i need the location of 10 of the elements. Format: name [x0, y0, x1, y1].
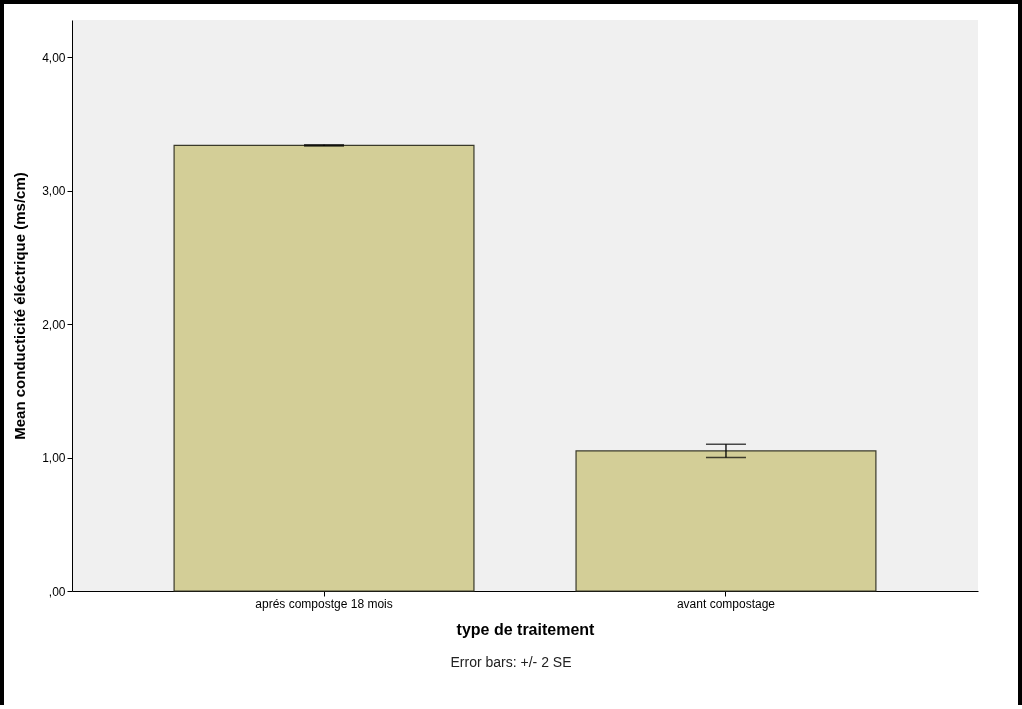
x-axis-title: type de traitement	[456, 620, 596, 638]
y-tick-label: 3,00	[42, 184, 66, 199]
y-tick-label: ,00	[48, 584, 66, 599]
y-axis-title: Mean conducticité éléctrique (ms/cm)	[11, 172, 29, 440]
x-tick-label: avant compostage	[676, 596, 776, 611]
text: Error bars: +/- 2 SE	[449, 654, 573, 670]
y-tick-label: 1,00	[42, 451, 66, 466]
x-tick-label: aprés compostge 18 mois	[255, 596, 393, 611]
y-tick-label: 4,00	[42, 50, 66, 65]
y-tick-label: 2,00	[42, 317, 66, 332]
